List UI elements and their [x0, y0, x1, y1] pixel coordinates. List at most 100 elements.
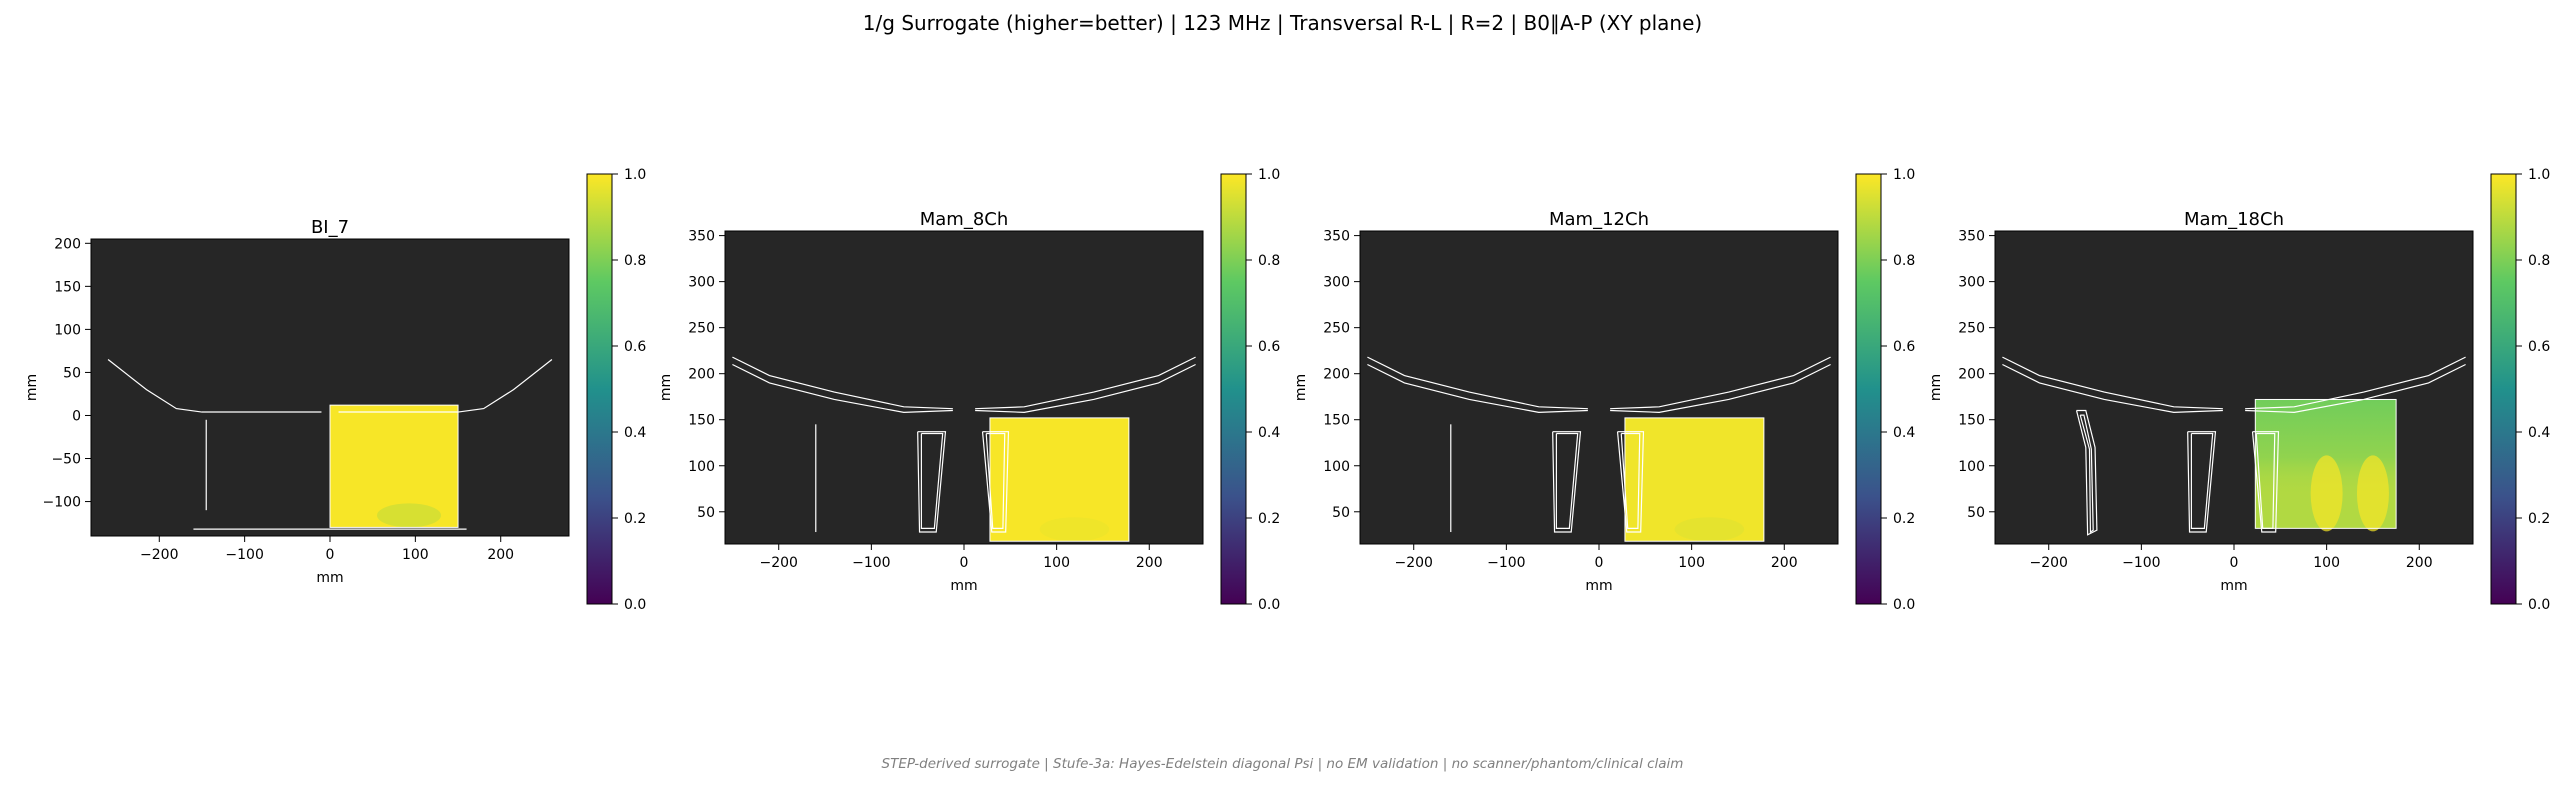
colorbar-tick-label: 1.0 [1258, 167, 1280, 183]
y-tick-label: 150 [1958, 413, 1985, 429]
coil-outline [1367, 356, 1588, 410]
x-tick-label: −100 [2122, 555, 2160, 571]
coil-outline [975, 363, 1196, 413]
colorbar-tick-label: 0.6 [1258, 339, 1280, 355]
coil-outline [917, 431, 947, 533]
colorbar-tick-label: 0.6 [1893, 339, 1915, 355]
plot-area [1360, 231, 1838, 544]
heatmap-lowspot [1039, 517, 1110, 542]
subplot-title: Mam_18Ch [2184, 209, 2284, 230]
coil-outlines [107, 359, 553, 530]
coil-outlines [1367, 356, 1831, 533]
coil-outline [920, 432, 944, 529]
colorbar-tick-label: 0.4 [1893, 425, 1915, 441]
x-tick-label: 200 [487, 547, 514, 563]
x-tick-label: −200 [140, 547, 178, 563]
x-tick-label: −100 [852, 555, 890, 571]
heatmap-lowspot [377, 503, 442, 528]
y-axis-label: mm [1293, 374, 1309, 401]
coil-outline [975, 356, 1196, 410]
y-tick-label: 350 [688, 229, 715, 245]
colorbar-tick-label: 0.4 [624, 425, 646, 441]
coil-outline [1620, 432, 1641, 529]
y-tick-label: 100 [54, 322, 81, 338]
y-tick-label: 250 [688, 321, 715, 337]
colorbar-tick-label: 0.8 [2528, 253, 2550, 269]
coil-outline [2002, 363, 2223, 413]
heatmap-lowspot [1674, 517, 1745, 542]
colorbar-tick-label: 0.2 [1893, 511, 1915, 527]
coil-outlines [2002, 356, 2466, 536]
x-axis-label: mm [950, 578, 977, 594]
colorbar-tick-label: 0.4 [1258, 425, 1280, 441]
coil-outline [107, 359, 322, 413]
coil-outline [981, 431, 1010, 533]
colorbar-tick-label: 0.6 [2528, 339, 2550, 355]
x-tick-label: 200 [2406, 555, 2433, 571]
x-tick-label: 100 [402, 547, 429, 563]
colorbar-tick-label: 0.4 [2528, 425, 2550, 441]
y-tick-label: 100 [1958, 459, 1985, 475]
colorbar-tick-label: 1.0 [1893, 167, 1915, 183]
y-tick-label: 200 [688, 367, 715, 383]
plot-area [1995, 231, 2473, 544]
subplot-bi-7: −200 −100 0 100 200 −100 −50 0 50 100 150 200 BI_7mm… [24, 167, 646, 613]
coil-outline [1610, 356, 1831, 410]
colorbar [1220, 173, 1247, 605]
colorbar-tick-label: 1.0 [624, 167, 646, 183]
coil-outline [2190, 432, 2214, 529]
colorbar-tick-label: 0.8 [1258, 253, 1280, 269]
coil-outline [1367, 363, 1588, 413]
subplot-mam-8ch: −200 −100 0 100 200 50 100 150 200 250 300 350 Mam_8… [658, 167, 1280, 613]
heatmap-field [2254, 398, 2397, 532]
colorbar [586, 173, 613, 605]
y-tick-label: −100 [43, 495, 81, 511]
coil-outline [1555, 432, 1579, 529]
y-tick-label: 300 [1958, 275, 1985, 291]
x-tick-label: −100 [225, 547, 263, 563]
x-tick-label: −200 [1395, 555, 1433, 571]
y-tick-label: 350 [1323, 229, 1350, 245]
colorbar-tick-label: 0.2 [2528, 511, 2550, 527]
coil-outline [2002, 356, 2223, 410]
plot-area [725, 231, 1203, 544]
coil-outline [338, 359, 553, 413]
coil-outline [2245, 363, 2466, 413]
y-tick-label: 300 [688, 275, 715, 291]
subplot-title: Mam_8Ch [920, 209, 1009, 230]
colorbar-tick-label: 0.8 [624, 253, 646, 269]
x-tick-label: −200 [2030, 555, 2068, 571]
figure-footnote: STEP-derived surrogate | Stufe-3a: Hayes… [881, 756, 1684, 772]
y-tick-label: 250 [1958, 321, 1985, 337]
x-axis-label: mm [2220, 578, 2247, 594]
subplot-mam-12ch: −200 −100 0 100 200 50 100 150 200 250 300 350 Mam_1… [1293, 167, 1915, 613]
colorbar-tick-label: 0.8 [1893, 253, 1915, 269]
heatmap-field [329, 404, 459, 528]
x-tick-label: 0 [1595, 555, 1604, 571]
y-tick-label: 50 [697, 505, 715, 521]
colorbar [1855, 173, 1882, 605]
colorbar-tick-label: 0.0 [1258, 597, 1280, 613]
colorbar-tick-label: 0.2 [624, 511, 646, 527]
coil-outline [732, 363, 953, 413]
heatmap-hotspot [2310, 455, 2343, 532]
x-tick-label: 100 [1678, 555, 1705, 571]
colorbar-tick-label: 0.0 [2528, 597, 2550, 613]
x-axis-label: mm [316, 570, 343, 586]
y-tick-label: 150 [688, 413, 715, 429]
x-tick-label: −100 [1487, 555, 1525, 571]
region-outline [329, 404, 459, 528]
coil-outline [2079, 414, 2094, 534]
x-tick-label: 100 [2313, 555, 2340, 571]
y-tick-label: 50 [1332, 505, 1350, 521]
colorbar-tick-label: 0.0 [624, 597, 646, 613]
y-tick-label: 150 [1323, 413, 1350, 429]
x-tick-label: 100 [1043, 555, 1070, 571]
colorbar [2490, 173, 2517, 605]
colorbar-tick-label: 1.0 [2528, 167, 2550, 183]
x-tick-label: 0 [326, 547, 335, 563]
y-tick-label: 50 [63, 365, 81, 381]
y-tick-label: 200 [54, 236, 81, 252]
y-tick-label: 250 [1323, 321, 1350, 337]
heatmap-field [1624, 417, 1765, 542]
